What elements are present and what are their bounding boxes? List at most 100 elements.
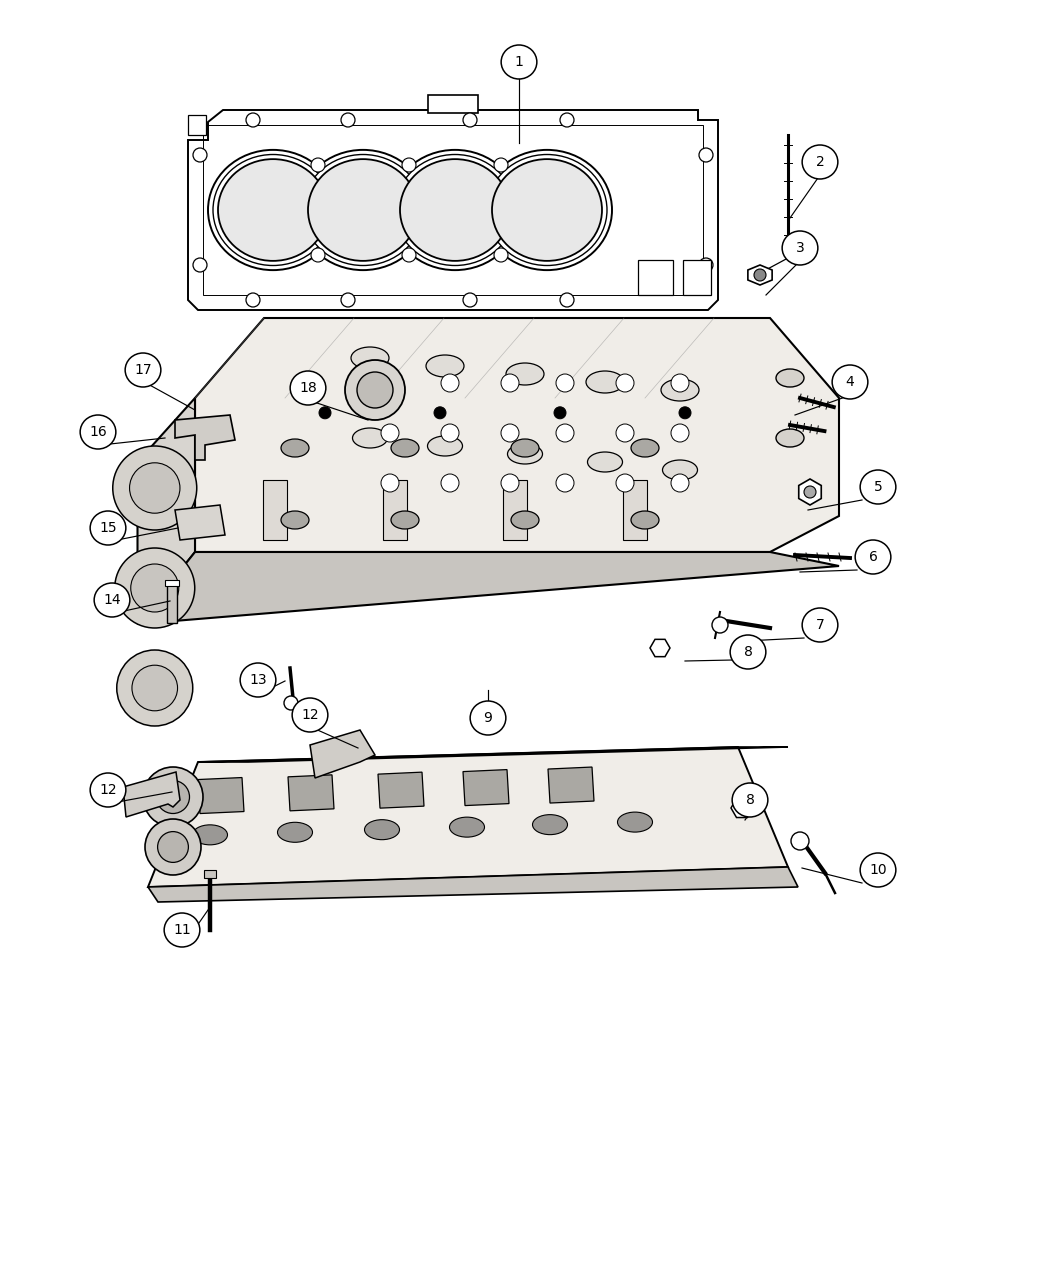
Circle shape (616, 425, 634, 442)
Ellipse shape (364, 820, 399, 840)
Circle shape (560, 293, 574, 307)
Polygon shape (195, 317, 839, 552)
Ellipse shape (164, 913, 200, 947)
Circle shape (554, 407, 566, 418)
Text: 11: 11 (173, 923, 191, 937)
Ellipse shape (631, 511, 659, 529)
Ellipse shape (588, 453, 623, 472)
Ellipse shape (427, 436, 462, 456)
Ellipse shape (277, 822, 313, 843)
Ellipse shape (730, 635, 765, 669)
Circle shape (117, 650, 193, 725)
Text: 9: 9 (484, 711, 492, 725)
Ellipse shape (586, 371, 624, 393)
Circle shape (132, 666, 177, 710)
Ellipse shape (487, 154, 607, 265)
Ellipse shape (292, 697, 328, 732)
Text: 7: 7 (816, 618, 824, 632)
Text: 1: 1 (514, 55, 524, 69)
Text: 18: 18 (299, 381, 317, 395)
Circle shape (494, 158, 508, 172)
Text: 16: 16 (89, 425, 107, 439)
Ellipse shape (511, 511, 539, 529)
Circle shape (671, 374, 689, 391)
Ellipse shape (506, 363, 544, 385)
Polygon shape (731, 798, 753, 817)
Text: 12: 12 (99, 783, 117, 797)
Text: 15: 15 (99, 521, 117, 536)
Ellipse shape (281, 439, 309, 456)
Ellipse shape (776, 428, 804, 448)
Ellipse shape (395, 154, 514, 265)
Ellipse shape (353, 428, 387, 448)
Text: 5: 5 (874, 479, 882, 493)
Bar (682, 260, 711, 295)
Circle shape (754, 269, 766, 280)
Polygon shape (198, 778, 244, 813)
Circle shape (402, 249, 416, 261)
Bar (204, 870, 216, 878)
Ellipse shape (860, 470, 896, 504)
Text: 8: 8 (743, 645, 753, 659)
Circle shape (501, 374, 519, 391)
Circle shape (341, 293, 355, 307)
Polygon shape (138, 552, 839, 623)
Circle shape (494, 249, 508, 261)
Ellipse shape (802, 145, 838, 178)
Circle shape (381, 474, 399, 492)
Ellipse shape (532, 815, 567, 835)
Circle shape (158, 831, 188, 862)
Ellipse shape (426, 354, 464, 377)
Polygon shape (148, 867, 798, 901)
Circle shape (311, 249, 326, 261)
Text: 17: 17 (134, 363, 152, 377)
Circle shape (345, 360, 405, 419)
Ellipse shape (298, 150, 428, 270)
Bar (203, 125, 704, 295)
Circle shape (284, 696, 298, 710)
Circle shape (671, 474, 689, 492)
Ellipse shape (776, 368, 804, 388)
Text: 8: 8 (746, 793, 755, 807)
Ellipse shape (240, 663, 276, 697)
Bar (623, 479, 647, 541)
Ellipse shape (213, 154, 333, 265)
Ellipse shape (125, 353, 161, 388)
Text: 14: 14 (103, 593, 121, 607)
Circle shape (712, 617, 728, 632)
Ellipse shape (662, 379, 699, 402)
Polygon shape (378, 773, 424, 808)
Ellipse shape (617, 812, 652, 833)
Ellipse shape (501, 45, 537, 79)
Circle shape (156, 780, 189, 813)
Bar (383, 479, 407, 541)
Ellipse shape (192, 825, 228, 845)
Circle shape (501, 425, 519, 442)
Ellipse shape (855, 541, 890, 574)
Circle shape (145, 819, 201, 875)
Polygon shape (175, 505, 225, 541)
Ellipse shape (802, 608, 838, 643)
Text: 3: 3 (796, 241, 804, 255)
Ellipse shape (732, 783, 768, 817)
Circle shape (501, 474, 519, 492)
Circle shape (560, 113, 574, 128)
Bar (503, 479, 527, 541)
Polygon shape (288, 775, 334, 811)
Circle shape (402, 158, 416, 172)
Circle shape (246, 293, 260, 307)
Circle shape (556, 474, 574, 492)
Ellipse shape (391, 439, 419, 456)
Bar (188, 115, 206, 135)
Polygon shape (188, 110, 718, 310)
Circle shape (381, 374, 399, 391)
Polygon shape (175, 414, 235, 460)
Text: 13: 13 (249, 673, 267, 687)
Text: 12: 12 (301, 708, 319, 722)
Polygon shape (650, 639, 670, 657)
Ellipse shape (351, 347, 388, 368)
Ellipse shape (281, 511, 309, 529)
Circle shape (791, 833, 808, 850)
Polygon shape (198, 747, 788, 762)
Circle shape (341, 113, 355, 128)
